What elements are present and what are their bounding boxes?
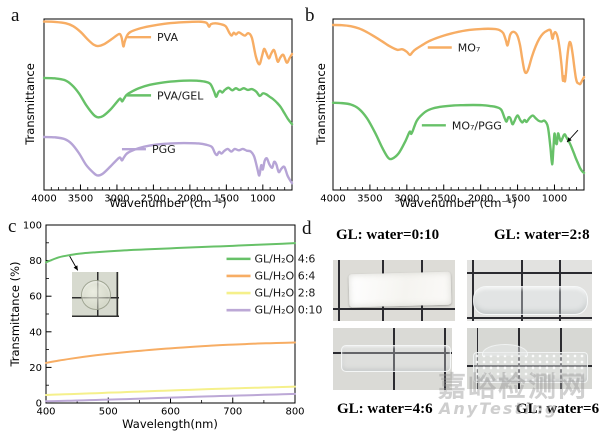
x-tick-label: 2000 xyxy=(177,194,202,205)
photo-caption-gl-water-4-6: GL: water=4:6 xyxy=(337,401,433,417)
panel-c-chart: 400 500 600 700 800 0 20 40 60 80 100 GL/H₂O 4:6 GL/… xyxy=(23,221,323,418)
inset-gel-sample xyxy=(81,280,111,310)
photo-gl-water-2-8 xyxy=(467,260,592,321)
photo-gl-water-6-4 xyxy=(467,328,592,389)
x-tick-label: 400 xyxy=(36,407,55,418)
x-tick-label: 1000 xyxy=(542,194,567,205)
y-tick-label: 20 xyxy=(29,363,42,374)
panel-b-label: b xyxy=(305,5,315,26)
series-label: PGG xyxy=(152,143,176,156)
y-tick-label: 40 xyxy=(29,327,42,338)
axis-frame xyxy=(43,18,293,191)
series-label: PVA/GEL xyxy=(157,89,204,102)
y-tick-label: 100 xyxy=(23,221,42,232)
panel-c-label: c xyxy=(8,216,17,237)
legend-label: GL/H₂O 2:8 xyxy=(255,287,316,300)
gel-sample-0-10 xyxy=(348,271,452,308)
photo-gl-water-4-6 xyxy=(333,328,452,390)
panel-a-chart: 4000 3500 3000 2500 2000 1500 1000 PVA PVA/GEL PG… xyxy=(31,18,294,205)
panel-b-x-axis-title: Wavenumber (cm⁻¹) xyxy=(399,196,517,210)
series-curve-GL/H₂O 4:6 xyxy=(45,242,296,264)
series-label: PVA xyxy=(157,31,178,44)
annotation-arrowhead xyxy=(567,137,572,143)
x-tick-label: 800 xyxy=(285,407,304,418)
panel-d-photos: d GL: water=0:10 GL: water=2:8 GL: water… xyxy=(300,215,600,434)
panel-b-chart: 4000 3500 3000 2500 2000 1500 1000 MO₇ MO₇/PGG xyxy=(320,18,586,205)
gel-sample-4-6 xyxy=(341,345,451,372)
legend-label: GL/H₂O 4:6 xyxy=(255,252,316,265)
series-curve-PGG xyxy=(42,135,294,185)
x-tick-label: 2500 xyxy=(141,194,166,205)
panel-d-label: d xyxy=(302,218,312,239)
series-curve-GL/H₂O 0:10 xyxy=(45,392,296,403)
x-tick-label: 3500 xyxy=(357,194,382,205)
gel-sample-6-4 xyxy=(473,344,588,383)
y-tick-label: 80 xyxy=(29,256,42,267)
x-tick-label: 1500 xyxy=(214,194,239,205)
gel-sample-2-8 xyxy=(473,286,588,315)
x-tick-label: 1500 xyxy=(505,194,530,205)
panel-c-transmittance: c Transmittance (%) 400 500 600 700 800 0 20 40… xyxy=(0,215,323,434)
y-tick-label: 0 xyxy=(36,399,42,410)
series-curve-PVA xyxy=(42,20,294,66)
photo-caption-gl-water-6-4: GL: water=6:4 xyxy=(516,401,600,417)
watermark-english: AnyTesting xyxy=(439,399,559,418)
annotation-arrowhead xyxy=(73,265,78,271)
series-curve-PVA/GEL xyxy=(42,76,294,126)
panel-a-ftir: a Transmittance 4000 3500 3000 2500 2000 1500… xyxy=(0,0,300,215)
x-tick-label: 600 xyxy=(161,407,180,418)
series-curve-GL/H₂O 6:4 xyxy=(45,341,296,364)
x-tick-label: 2000 xyxy=(468,194,493,205)
x-tick-label: 3000 xyxy=(104,194,129,205)
photo-caption-gl-water-0-10: GL: water=0:10 xyxy=(336,227,440,243)
x-tick-label: 3000 xyxy=(394,194,419,205)
panel-b-ftir: b Transmittance 4000 3500 3000 2500 2000 1500… xyxy=(300,0,600,215)
panel-a-label: a xyxy=(11,5,20,26)
panel-a-x-axis-title: Wavenumber (cm⁻¹) xyxy=(109,196,227,210)
watermark-chinese: 嘉峪检测网 xyxy=(438,370,589,399)
panel-c-x-axis-title: Wavelength(nm) xyxy=(122,417,218,431)
x-tick-label: 500 xyxy=(99,407,118,418)
photo-gl-water-0-10 xyxy=(333,260,455,321)
x-tick-label: 4000 xyxy=(31,194,56,205)
series-curve-MO₇/PGG xyxy=(331,101,586,175)
x-tick-label: 4000 xyxy=(320,194,345,205)
x-tick-label: 3500 xyxy=(68,194,93,205)
x-tick-label: 700 xyxy=(223,407,242,418)
legend-label: GL/H₂O 0:10 xyxy=(255,304,323,317)
photo-caption-gl-water-2-8: GL: water=2:8 xyxy=(494,227,590,243)
series-label: MO₇ xyxy=(458,41,481,54)
series-curve-MO₇ xyxy=(331,23,586,86)
x-tick-label: 2500 xyxy=(431,194,456,205)
series-label: MO₇/PGG xyxy=(452,119,502,132)
inset-sample-photo xyxy=(72,272,119,317)
series-curve-GL/H₂O 2:8 xyxy=(45,385,296,396)
legend-label: GL/H₂O 6:4 xyxy=(255,269,316,282)
x-tick-label: 1000 xyxy=(250,194,275,205)
y-tick-label: 60 xyxy=(29,292,42,303)
